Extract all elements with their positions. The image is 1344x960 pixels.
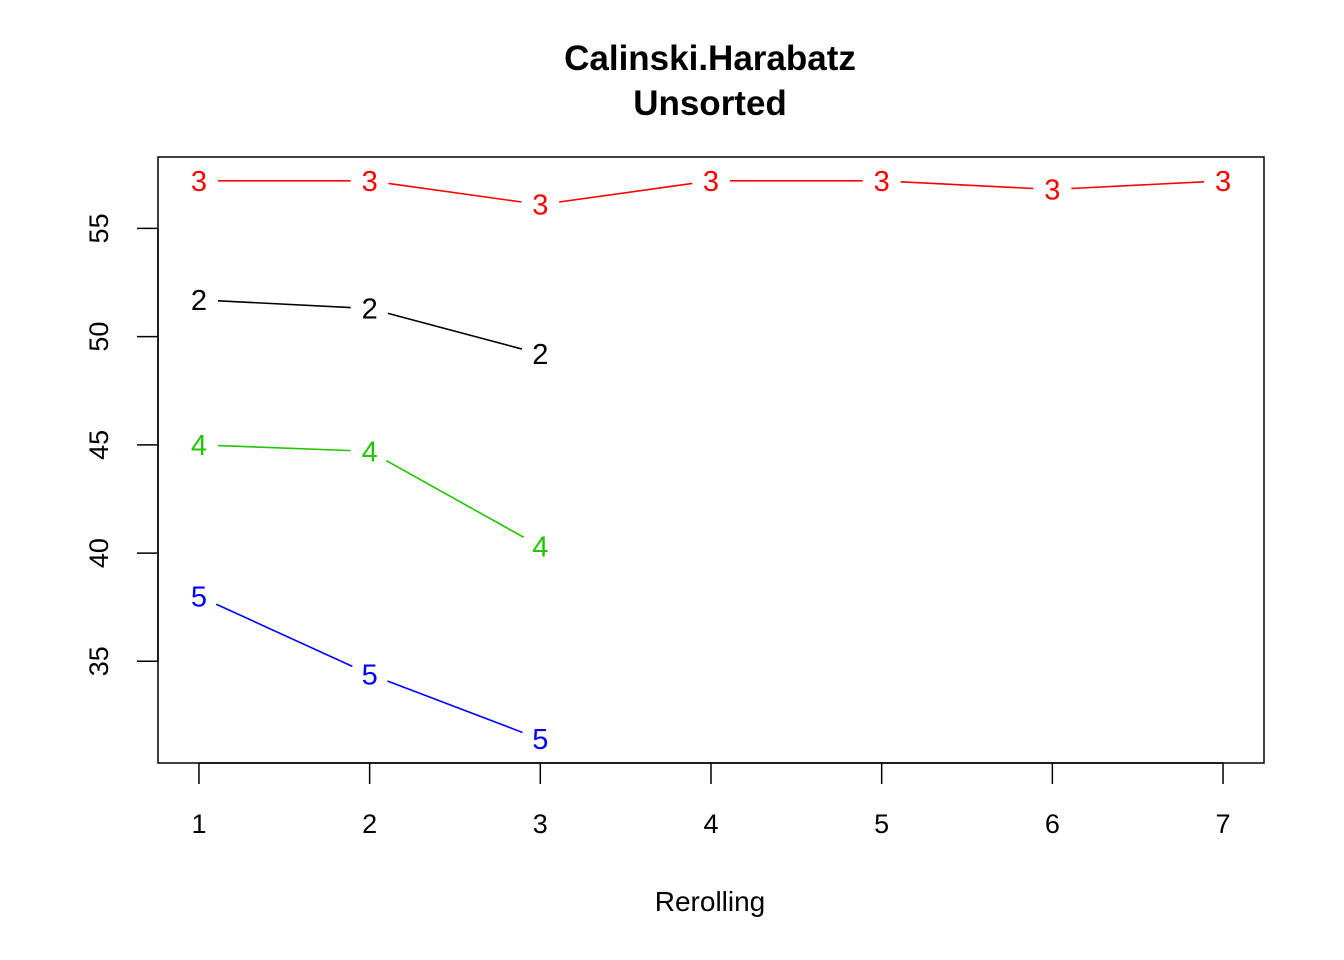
y-tick-label: 45 — [84, 430, 114, 460]
data-point-label: 3 — [1044, 174, 1060, 206]
series-line-segment — [387, 680, 523, 734]
data-point-label: 2 — [362, 294, 378, 326]
x-axis-label: Rerolling — [655, 886, 766, 917]
chart-subtitle: Unsorted — [633, 84, 787, 123]
x-tick-label: 3 — [533, 809, 548, 839]
series-line-segment — [385, 459, 525, 539]
x-tick-label: 2 — [362, 809, 377, 839]
series-4: 4 4 4 — [191, 430, 548, 564]
data-point-label: 3 — [191, 166, 207, 198]
data-point-label: 2 — [191, 285, 207, 317]
series-line-segment — [559, 182, 693, 203]
x-tick-label: 4 — [703, 809, 718, 839]
y-tick-label: 55 — [84, 213, 114, 243]
data-point-label: 2 — [532, 339, 548, 371]
x-tick-label: 7 — [1216, 809, 1231, 839]
plot-frame — [157, 156, 1265, 764]
series-line-segment — [387, 312, 523, 350]
series-2: 2 2 2 — [191, 285, 548, 371]
data-point-label: 4 — [191, 430, 207, 462]
x-axis: 1 2 3 4 5 6 7 — [191, 762, 1231, 839]
data-point-label: 3 — [874, 166, 890, 198]
y-tick-label: 40 — [84, 538, 114, 568]
data-point-label: 4 — [532, 532, 548, 564]
x-tick-label: 5 — [874, 809, 889, 839]
series-line-segment — [217, 300, 351, 309]
data-point-label: 3 — [362, 166, 378, 198]
series-3: 3 3 3 3 3 3 3 — [191, 166, 1231, 222]
series-layer: 3 3 3 3 3 3 3 2 2 2 4 4 4 5 5 5 — [191, 166, 1231, 756]
data-point-label: 3 — [532, 190, 548, 222]
series-line-segment — [900, 180, 1034, 190]
data-point-label: 3 — [1215, 166, 1231, 198]
y-tick-label: 50 — [84, 322, 114, 352]
y-axis: 35 40 45 50 55 — [84, 213, 159, 676]
series-line-segment — [1071, 180, 1205, 190]
data-point-label: 4 — [362, 436, 378, 468]
data-point-label: 5 — [532, 724, 548, 756]
data-point-label: 3 — [703, 166, 719, 198]
series-line-segment — [217, 444, 351, 452]
data-point-label: 5 — [191, 581, 207, 613]
series-line-segment — [388, 182, 522, 203]
data-point-label: 5 — [362, 659, 378, 691]
y-tick-label: 35 — [84, 646, 114, 676]
series-5: 5 5 5 — [191, 581, 548, 756]
x-tick-label: 6 — [1045, 809, 1060, 839]
chart-title: Calinski.Harabatz — [564, 39, 856, 78]
series-line-segment — [215, 603, 353, 668]
x-tick-label: 1 — [191, 809, 206, 839]
